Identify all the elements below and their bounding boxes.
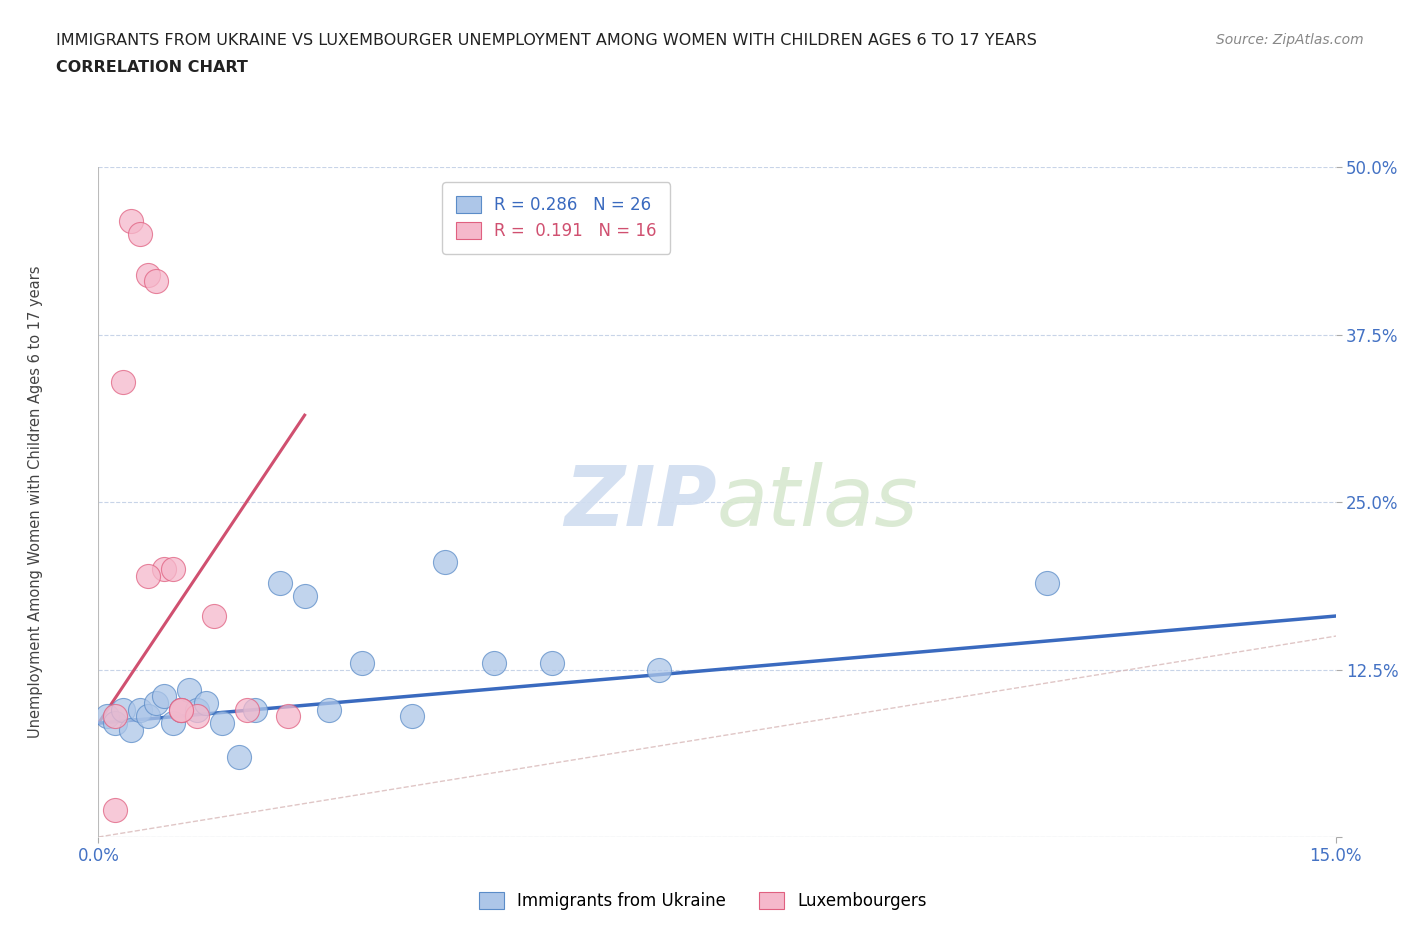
Point	[170, 702, 193, 717]
Point	[318, 702, 340, 717]
Point	[162, 716, 184, 731]
Text: CORRELATION CHART: CORRELATION CHART	[56, 60, 247, 75]
Point	[96, 709, 118, 724]
Point	[228, 750, 250, 764]
Point	[104, 716, 127, 731]
Point	[236, 702, 259, 717]
Point	[104, 803, 127, 817]
Point	[145, 696, 167, 711]
Point	[179, 683, 201, 698]
Point	[243, 702, 266, 717]
Point	[277, 709, 299, 724]
Point	[136, 267, 159, 282]
Point	[648, 662, 671, 677]
Point	[294, 589, 316, 604]
Point	[269, 575, 291, 590]
Legend: Immigrants from Ukraine, Luxembourgers: Immigrants from Ukraine, Luxembourgers	[472, 885, 934, 917]
Point	[541, 656, 564, 671]
Point	[104, 709, 127, 724]
Point	[128, 702, 150, 717]
Point	[186, 709, 208, 724]
Point	[401, 709, 423, 724]
Text: ZIP: ZIP	[564, 461, 717, 543]
Point	[112, 702, 135, 717]
Point	[128, 227, 150, 242]
Point	[186, 702, 208, 717]
Text: atlas: atlas	[717, 461, 918, 543]
Point	[153, 562, 176, 577]
Point	[194, 696, 217, 711]
Point	[170, 702, 193, 717]
Point	[170, 702, 193, 717]
Point	[433, 555, 456, 570]
Point	[153, 689, 176, 704]
Point	[211, 716, 233, 731]
Point	[162, 562, 184, 577]
Point	[120, 214, 142, 229]
Point	[352, 656, 374, 671]
Point	[112, 374, 135, 389]
Point	[136, 568, 159, 583]
Legend: R = 0.286   N = 26, R =  0.191   N = 16: R = 0.286 N = 26, R = 0.191 N = 16	[443, 182, 671, 254]
Text: IMMIGRANTS FROM UKRAINE VS LUXEMBOURGER UNEMPLOYMENT AMONG WOMEN WITH CHILDREN A: IMMIGRANTS FROM UKRAINE VS LUXEMBOURGER …	[56, 33, 1038, 47]
Text: Unemployment Among Women with Children Ages 6 to 17 years: Unemployment Among Women with Children A…	[28, 266, 42, 738]
Point	[120, 723, 142, 737]
Point	[145, 273, 167, 288]
Point	[136, 709, 159, 724]
Point	[1036, 575, 1059, 590]
Text: Source: ZipAtlas.com: Source: ZipAtlas.com	[1216, 33, 1364, 46]
Point	[202, 608, 225, 623]
Point	[484, 656, 506, 671]
